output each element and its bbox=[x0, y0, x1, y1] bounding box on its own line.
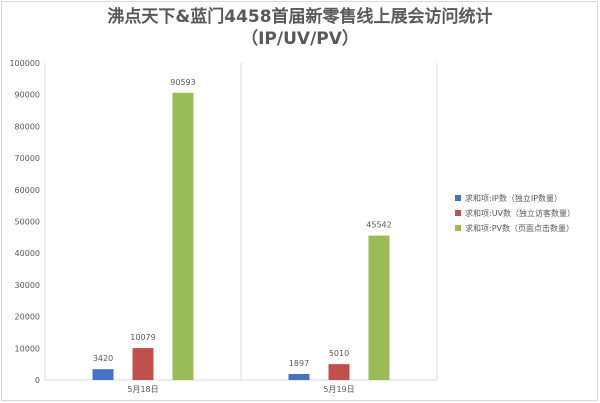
data-label: 10079 bbox=[130, 333, 155, 342]
legend-swatch bbox=[455, 225, 461, 231]
bar bbox=[288, 373, 310, 380]
y-tick-label: 50000 bbox=[15, 218, 40, 227]
data-label: 45542 bbox=[366, 221, 391, 230]
x-tick-label: 5月18日 bbox=[127, 385, 158, 394]
y-tick-label: 70000 bbox=[15, 154, 40, 163]
data-label: 5010 bbox=[329, 349, 349, 358]
y-tick-label: 20000 bbox=[15, 313, 40, 322]
y-tick-label: 40000 bbox=[15, 249, 40, 258]
y-tick-label: 30000 bbox=[15, 281, 40, 290]
data-label: 3420 bbox=[93, 354, 113, 363]
y-tick-label: 80000 bbox=[15, 122, 40, 131]
bar bbox=[132, 348, 154, 380]
chart-subtitle: （IP/UV/PV） bbox=[241, 29, 359, 49]
chart-title-block: 沸点天下&蓝门4458首届新零售线上展会访问统计 （IP/UV/PV） bbox=[0, 6, 600, 50]
chart-title: 沸点天下&蓝门4458首届新零售线上展会访问统计 bbox=[107, 7, 493, 27]
legend-label: 求和项:UV数（独立访客数量） bbox=[465, 208, 575, 218]
bar bbox=[368, 235, 390, 380]
y-tick-label: 60000 bbox=[15, 186, 40, 195]
bar bbox=[92, 369, 114, 380]
legend-swatch bbox=[455, 210, 461, 216]
y-tick-label: 100000 bbox=[9, 59, 40, 68]
x-tick-label: 5月19日 bbox=[323, 385, 354, 394]
data-label: 1897 bbox=[289, 359, 309, 368]
y-tick-label: 90000 bbox=[15, 91, 40, 100]
data-label: 90593 bbox=[170, 78, 195, 87]
legend-label: 求和项:IP数（独立IP数量） bbox=[465, 193, 562, 203]
legend-swatch bbox=[455, 195, 461, 201]
y-tick-label: 10000 bbox=[15, 344, 40, 353]
bar bbox=[328, 364, 350, 380]
bar bbox=[172, 92, 194, 380]
y-tick-label: 0 bbox=[35, 376, 40, 385]
legend-label: 求和项:PV数（页面点击数量） bbox=[465, 223, 574, 233]
